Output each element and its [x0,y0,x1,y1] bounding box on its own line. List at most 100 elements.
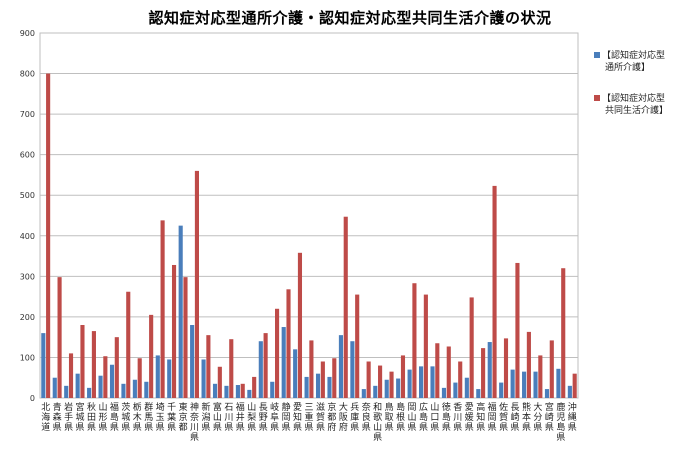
bar-tsusho [190,325,195,398]
bar-tsusho [224,385,229,398]
bar-kyodo [114,337,119,398]
bar-kyodo [46,73,51,399]
bar-tsusho [235,385,240,398]
x-category-label: 岡山県 [408,402,417,433]
bar-tsusho [464,377,469,398]
x-category-label: 北海道 [41,402,50,433]
bar-tsusho [419,366,424,398]
bar-kyodo [343,216,348,398]
bar-kyodo [492,185,497,398]
x-category-label: 和歌山県 [373,402,382,443]
plot-area [39,32,579,399]
bar-kyodo [366,361,371,398]
x-category-label: 宮崎県 [545,401,554,433]
x-category-label: 奈良県 [362,401,371,433]
bar-tsusho [396,378,401,398]
bar-kyodo [297,252,303,398]
legend-label-kyodo: 【認知症対応型共同生活介護】 [602,92,668,116]
bar-tsusho [258,341,263,398]
chart-title: 認知症対応型通所介護・認知症対応型共同生活介護の状況 [148,9,552,27]
bar-tsusho [407,369,412,398]
x-category-label: 佐賀県 [499,401,508,433]
y-tick-label: 300 [20,272,35,281]
x-category-label: 岩手県 [64,401,73,433]
x-category-label: 栃木県 [133,401,142,433]
bar-kyodo [309,340,314,398]
y-tick-label: 600 [20,151,35,160]
bar-kyodo [194,170,199,398]
x-category-label: 福島県 [110,401,119,433]
bar-tsusho [533,371,538,398]
x-category-label: 青森県 [53,401,62,433]
bar-tsusho [476,389,481,398]
bar-kyodo [103,356,108,398]
bar-kyodo [160,220,165,398]
x-category-label: 長野県 [259,402,268,433]
bar-tsusho [544,389,550,398]
x-category-label: 三重県 [304,403,313,433]
bar-kyodo [469,297,474,398]
bar-kyodo [515,262,520,398]
bar-tsusho [41,333,46,398]
bar-tsusho [384,379,389,398]
bar-tsusho [567,385,572,398]
y-tick-label: 800 [20,70,35,79]
bar-tsusho [155,355,160,398]
y-tick-label: 400 [20,232,35,241]
y-tick-label: 0 [30,394,35,403]
x-category-label: 高知県 [476,401,485,433]
bar-tsusho [87,387,92,398]
bar-tsusho [522,371,527,398]
bar-kyodo [149,314,154,398]
bar-tsusho [281,327,286,398]
x-category-label: 大阪府 [339,401,348,433]
x-category-label: 埼玉県 [156,401,165,433]
bar-tsusho [453,382,458,398]
bar-kyodo [446,346,451,398]
x-category-label: 山口県 [430,402,439,433]
bar-kyodo [252,376,257,398]
bar-kyodo [572,373,577,398]
x-category-label: 福岡県 [488,401,497,433]
y-tick-label: 500 [20,191,35,200]
bar-tsusho [556,368,561,398]
bar-kyodo [57,277,62,398]
legend-swatch-kyodo [594,95,600,101]
bar-tsusho [441,387,447,398]
x-category-label: 沖縄県 [568,401,577,433]
bar-kyodo [286,289,291,398]
y-tick-label: 900 [20,29,35,38]
x-category-label: 富山県 [213,401,222,433]
bar-tsusho [178,225,183,398]
bar-tsusho [304,376,309,398]
x-category-label: 宮城県 [76,401,85,433]
bar-kyodo [561,268,566,398]
x-category-label: 島根県 [396,401,405,433]
x-category-label: 岐阜県 [270,401,279,433]
x-category-label: 広島県 [419,401,428,433]
bar-tsusho [361,389,366,398]
x-category-label: 神奈川県 [190,401,199,443]
bar-tsusho [52,377,57,398]
x-category-label: 秋田県 [87,401,96,433]
bar-kyodo [320,361,325,398]
y-tick-label: 700 [20,110,35,119]
bar-kyodo [206,335,211,398]
bar-kyodo [183,277,188,398]
x-category-label: 長崎県 [511,402,520,433]
bar-tsusho [499,382,504,398]
bar-kyodo [412,283,417,398]
bar-tsusho [315,373,321,398]
x-category-label: 香川県 [453,402,462,433]
x-category-label: 山形県 [98,402,107,433]
x-category-label: 滋賀県 [316,401,325,433]
bar-kyodo [217,366,222,398]
legend-label-tsusho: 【認知症対応型通所介護】 [602,49,665,73]
x-category-label: 新潟県 [201,401,210,433]
x-category-label: 茨城県 [121,401,130,433]
bar-kyodo [526,331,531,398]
x-category-label: 静岡県 [282,401,291,433]
bar-kyodo [137,358,142,398]
bar-tsusho [121,383,126,398]
bar-kyodo [126,291,131,398]
